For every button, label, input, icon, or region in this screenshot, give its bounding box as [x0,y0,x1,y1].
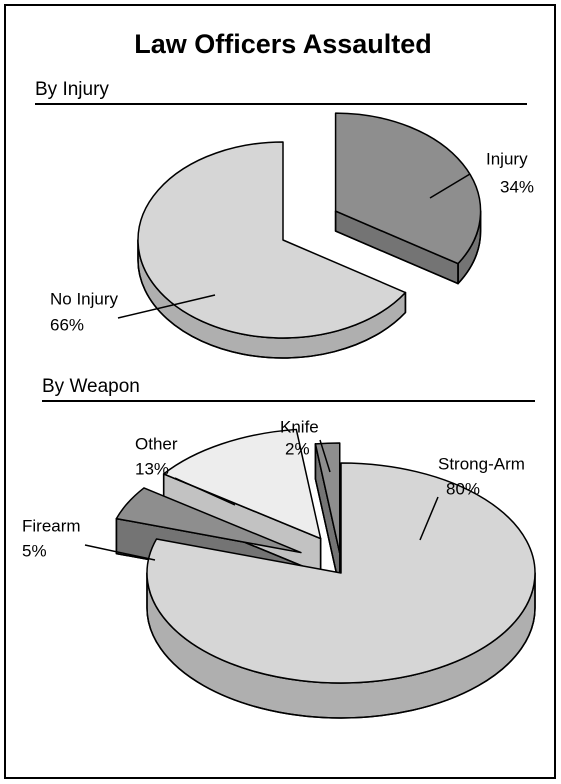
leader-line [174,477,236,506]
section-title: By Injury [35,79,109,100]
pie-tops [137,112,482,339]
slice-value-label: 13% [135,459,169,478]
leader-line [84,544,156,561]
slice-value-label: 66% [50,315,84,334]
slice-value-label: 2% [285,439,310,458]
slice-value-label: 34% [500,177,534,196]
slice-value-label: 80% [446,479,480,498]
pie-slice [146,462,536,684]
pie-slice [334,112,482,265]
pie-tops [115,428,536,684]
pie-slice [162,428,322,540]
slice-label: No Injury [50,289,119,308]
pie-slice [115,487,302,554]
slice-value-label: 5% [22,541,47,560]
pie-slice [137,141,407,339]
slice-label: Knife [280,417,319,436]
leader-line [117,294,216,319]
leader-line [319,439,331,473]
section-title: By Weapon [42,376,140,397]
slice-label: Strong-Arm [438,454,525,473]
slice-label: Other [135,434,178,453]
pie-slice [314,442,341,554]
slice-label: Injury [486,149,528,168]
slice-label: Firearm [22,516,81,535]
page-title: Law Officers Assaulted [134,29,432,59]
leader-line [419,496,439,541]
leader-line [429,173,471,199]
